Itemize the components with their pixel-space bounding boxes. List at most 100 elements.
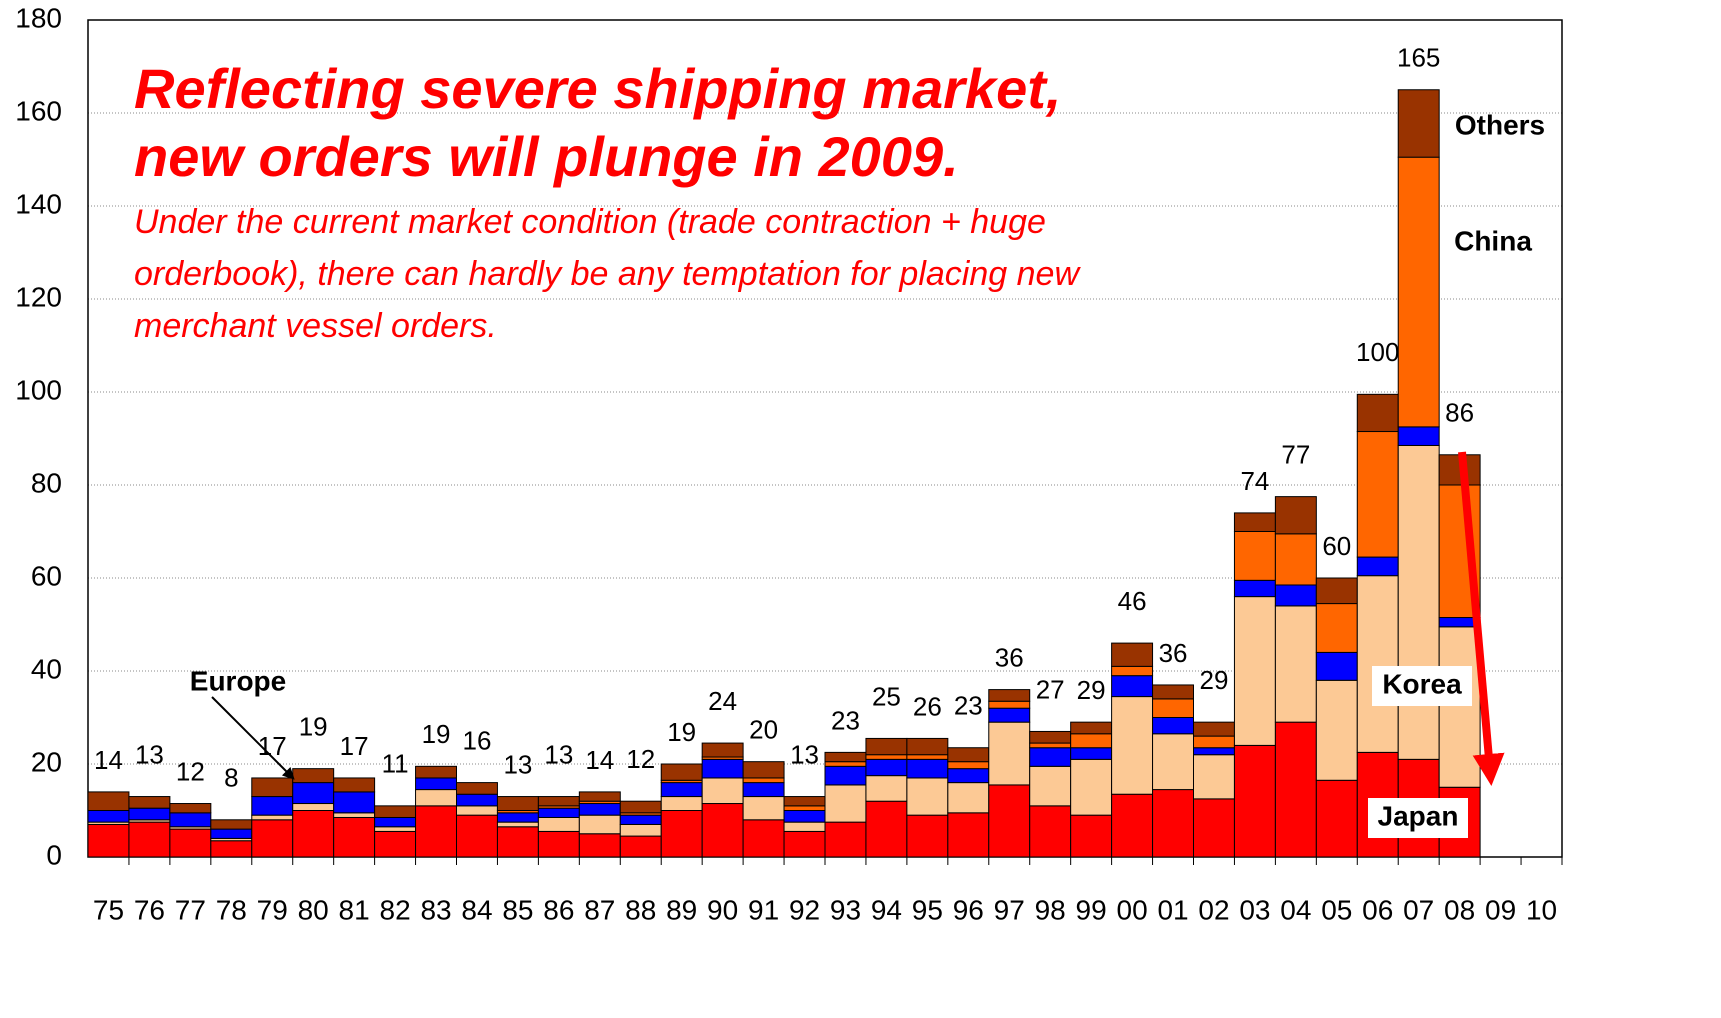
bar-segment: [660, 810, 703, 858]
total-label: 23: [954, 691, 983, 721]
x-tick-label: 07: [1403, 894, 1434, 925]
chart-subtitle: Under the current market condition (trad…: [134, 203, 1046, 241]
bar-segment: [1070, 814, 1113, 858]
bar-segment: [1274, 584, 1317, 607]
x-tick-label: 03: [1239, 894, 1270, 925]
bar-segment: [1233, 512, 1276, 533]
bar-segment: [1274, 605, 1317, 723]
bar-segment: [578, 803, 621, 816]
series-label: Japan: [1378, 800, 1459, 831]
y-tick-label: 20: [31, 746, 62, 777]
bar-segment: [1029, 730, 1072, 744]
bar-segment: [1193, 798, 1235, 858]
bar-segment: [1356, 431, 1399, 558]
y-tick-label: 60: [31, 560, 62, 591]
total-label: 12: [626, 744, 655, 774]
bar-segment: [1070, 747, 1113, 760]
total-label: 27: [1036, 674, 1065, 704]
bar-segment: [374, 826, 417, 832]
europe-pointer: [211, 696, 295, 780]
bar-segment: [1029, 747, 1072, 767]
bar-segment: [947, 812, 990, 858]
series-label: Korea: [1382, 668, 1462, 699]
bar-segment: [1274, 721, 1317, 858]
label-box: [1368, 798, 1468, 838]
bar-segment: [947, 761, 990, 770]
bar-segment: [1397, 156, 1440, 428]
bar-segment: [1193, 721, 1235, 737]
bar-segment: [251, 777, 294, 798]
total-label: 36: [995, 642, 1024, 672]
bar-segment: [988, 700, 1031, 709]
bar-segment: [947, 782, 990, 814]
bar-segment: [783, 821, 826, 832]
x-tick-label: 79: [257, 894, 288, 925]
x-tick-label: 05: [1321, 894, 1352, 925]
bar-segment: [1111, 675, 1154, 698]
bar-segment: [210, 840, 253, 858]
bar-segment: [1111, 696, 1154, 795]
bar-segment: [906, 814, 949, 858]
bar-segment: [87, 810, 130, 823]
bar-segment: [1152, 698, 1194, 719]
bar-segment: [1111, 665, 1154, 677]
bar-segment: [906, 754, 949, 760]
x-tick-label: 88: [625, 894, 656, 925]
bar-segment: [947, 768, 990, 784]
bar-segment: [824, 765, 867, 786]
bar-segment: [1070, 733, 1113, 749]
total-label: 13: [503, 749, 532, 779]
bar-segment: [415, 765, 457, 779]
bar-segment: [578, 791, 621, 802]
bar-segment: [1233, 579, 1276, 598]
y-tick-label: 80: [31, 467, 62, 498]
x-tick-label: 08: [1444, 894, 1475, 925]
label-box: [1372, 666, 1472, 706]
bar-segment: [783, 830, 826, 858]
bar-segment: [1315, 577, 1358, 605]
y-tick-label: 180: [15, 2, 62, 33]
x-tick-label: 01: [1157, 894, 1188, 925]
bar-segment: [292, 810, 335, 858]
bar-segment: [1315, 651, 1358, 681]
bar-segment: [824, 751, 867, 763]
bar-segment: [619, 800, 662, 814]
bar-segment: [1070, 758, 1113, 816]
bar-segment: [374, 805, 417, 818]
bar-segment: [87, 823, 130, 858]
bar-segment: [496, 826, 539, 858]
total-label: 60: [1322, 531, 1351, 561]
total-label: 11: [382, 749, 409, 779]
bar-segment: [87, 791, 130, 812]
bar-segment: [906, 737, 949, 756]
bar-segment: [128, 796, 171, 809]
bar-segment: [1152, 684, 1194, 700]
total-label: 19: [299, 712, 328, 742]
bar-segment: [906, 758, 949, 779]
series-label: Europe: [190, 665, 286, 696]
total-label: 24: [708, 686, 737, 716]
bar-segment: [865, 775, 908, 802]
y-tick-label: 140: [15, 188, 62, 219]
bar-segment: [1356, 556, 1399, 577]
bar-segment: [251, 814, 294, 821]
total-label: 74: [1240, 466, 1269, 496]
chart-title: Reflecting severe shipping market,: [134, 57, 1061, 120]
bar-segment: [1193, 754, 1235, 800]
bar-segment: [947, 747, 990, 763]
bar-segment: [374, 830, 417, 858]
bar-segment: [456, 793, 498, 807]
bar-segment: [824, 821, 867, 858]
bar-segment: [1193, 735, 1235, 749]
x-tick-label: 81: [339, 894, 370, 925]
total-label: 13: [135, 739, 164, 769]
total-label: 20: [749, 715, 778, 745]
total-label: 8: [224, 763, 238, 793]
bar-segment: [333, 812, 376, 818]
bar-segment: [210, 819, 253, 830]
bar-segment: [1397, 426, 1440, 446]
x-tick-label: 06: [1362, 894, 1393, 925]
bar-segment: [660, 782, 703, 798]
bar-segment: [865, 758, 908, 777]
